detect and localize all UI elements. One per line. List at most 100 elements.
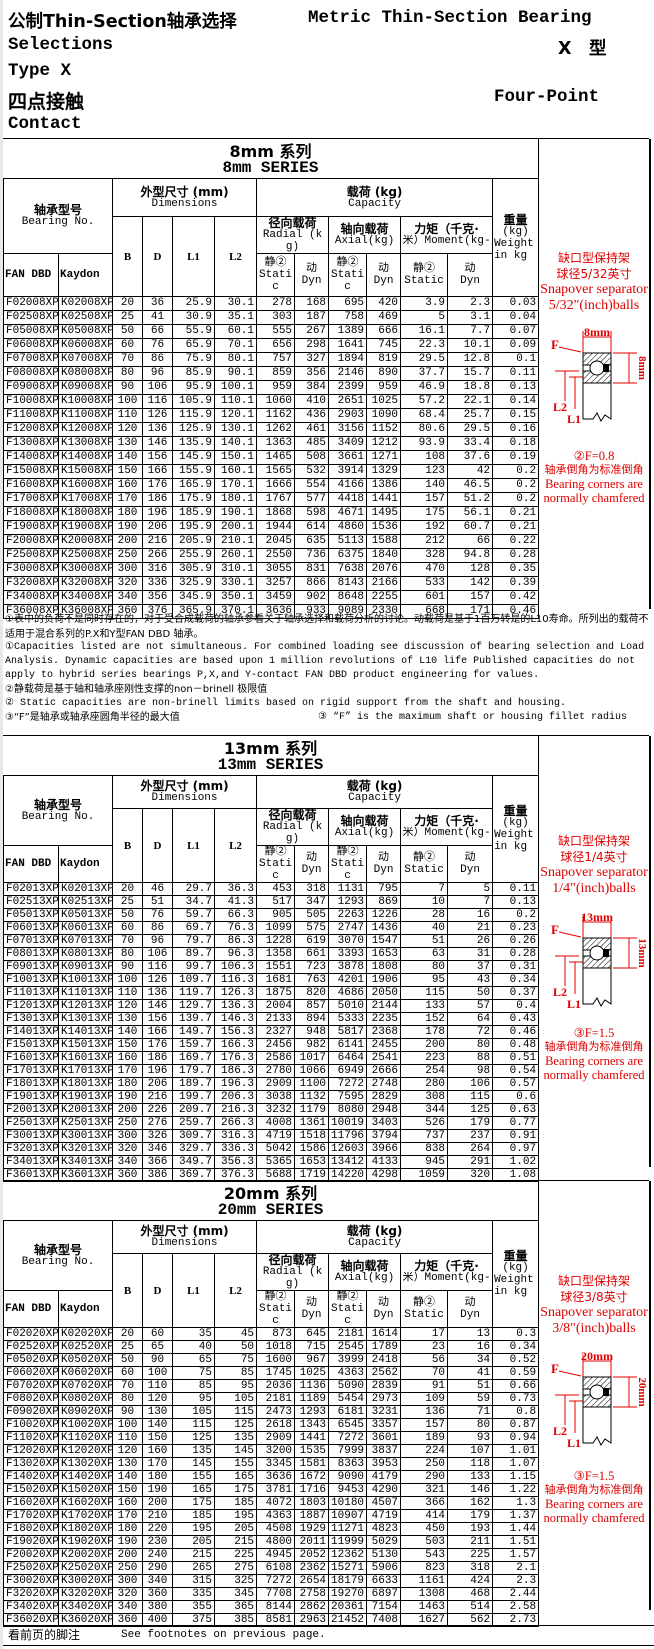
cell-moment-dyn: 12.8 [447,352,494,367]
table-row: F30008XP0K30008XP0300316305.9310.1305583… [3,562,540,577]
cell-axial-dyn: 2829 [366,1090,402,1104]
cell-weight: 0.03 [492,296,540,311]
cell-l1: 145.9 [172,450,215,465]
capacity-en: Capacity [348,792,401,804]
cell-b: 340 [112,590,143,605]
cell-moment-static: 212 [400,534,449,549]
cell-l1: 75.9 [172,352,215,367]
fillet-label: F [551,337,559,352]
cell-moment-dyn: 10.1 [447,338,494,353]
cell-b: 170 [112,1064,143,1078]
cell-axial-static: 2181 [328,1327,368,1341]
cell-kaydon: K34008XP0 [58,590,113,605]
cell-b: 160 [112,1496,143,1510]
cell-b: 150 [112,464,143,479]
series-20mm: 20mm 系列 20mm SERIES 轴承型号 Bearing No. 外型尺寸 … [3,1180,651,1627]
table-row: F07013XP0K07013XP0709679.786.31228619307… [3,934,540,948]
cell-radial-static: 2780 [256,1064,296,1078]
cell-weight: 0.21 [492,520,540,535]
chamfer-cn: 轴承倒角为标准倒角 [544,1040,644,1053]
cell-d: 76 [142,338,173,353]
fan-dbd-header: FAN DBD [3,1290,59,1328]
cell-d: 66 [142,324,173,339]
cell-radial-static: 6108 [256,1561,296,1575]
cell-d: 220 [142,1522,173,1536]
cell-kaydon: K13013XP0 [58,1012,113,1026]
cell-weight: 0.87 [492,1418,540,1432]
cell-axial-dyn: 7408 [366,1613,402,1627]
cell-radial-dyn: 831 [294,562,330,577]
cell-radial-static: 4072 [256,1496,296,1510]
cell-moment-static: 175 [400,506,449,521]
cell-axial-static: 11796 [328,1129,368,1143]
cell-weight: 0.26 [492,934,540,948]
fillet-label: F [551,1361,559,1376]
cell-fan-dbd: F14013XP0 [3,1025,59,1039]
cell-moment-static: 737 [400,1129,449,1143]
cell-radial-static: 859 [256,366,296,381]
col-d: D [142,808,173,883]
cell-axial-dyn: 2255 [366,590,402,605]
cell-moment-dyn: 18.8 [447,380,494,395]
series-13mm: 13mm 系列 13mm SERIES 轴承型号 Bearing No. 外型尺寸 … [3,735,651,1182]
cell-radial-static: 1600 [256,1353,296,1367]
cell-radial-static: 5365 [256,1155,296,1169]
fillet-note: ②F=0.8 [573,449,615,463]
height-dim-label: 13mm [636,938,648,967]
col-l2: L2 [213,808,258,883]
cell-b: 170 [112,492,143,507]
cell-axial-dyn: 3837 [366,1444,402,1458]
cell-fan-dbd: F12020XP0 [3,1444,59,1458]
cell-moment-dyn: 562 [447,1613,494,1627]
cell-moment-dyn: 25.7 [447,408,494,423]
cell-weight: 1.44 [492,1522,540,1536]
cell-moment-static: 10 [400,895,449,909]
cell-d: 100 [142,1366,173,1380]
cell-l2: 70.1 [213,338,258,353]
radial-static-header: 静② Static [256,253,296,297]
cell-moment-static: 1308 [400,1587,449,1601]
cell-d: 60 [142,1327,173,1341]
cell-l1: 55.9 [172,324,215,339]
cell-axial-static: 11271 [328,1522,368,1536]
cell-moment-static: 80.6 [400,422,449,437]
cell-weight: 0.46 [492,604,540,619]
cell-d: 226 [142,1103,173,1117]
cell-axial-dyn: 1386 [366,478,402,493]
cell-kaydon: K12008XP0 [58,422,113,437]
cell-moment-dyn: 514 [447,1600,494,1614]
cell-weight: 1.37 [492,1509,540,1523]
cell-d: 116 [142,394,173,409]
cell-moment-dyn: 50 [447,986,494,1000]
cell-radial-static: 3345 [256,1457,296,1471]
table-row: F05020XP0K05020XP05090657516009673999241… [3,1353,540,1367]
cell-fan-dbd: F07008XP0 [3,352,59,367]
cell-weight: 0.13 [492,895,540,909]
cell-b: 120 [112,1444,143,1458]
cell-moment-dyn: 171 [447,604,494,619]
cell-l1: 29.7 [172,882,215,896]
cell-moment-static: 1161 [400,1574,449,1588]
table-row: F30013XP0K30013XP0300326309.7316.3471915… [3,1129,540,1143]
cell-axial-static: 11999 [328,1535,368,1549]
cell-axial-static: 10907 [328,1509,368,1523]
cell-kaydon: K16008XP0 [58,478,113,493]
cell-l1: 25.9 [172,296,215,311]
table-row: F19013XP0K19013XP0190216199.7206.3303811… [3,1090,540,1104]
cell-kaydon: K13008XP0 [58,436,113,451]
cell-radial-static: 7272 [256,1574,296,1588]
cell-kaydon: K05013XP0 [58,908,113,922]
cell-fan-dbd: F15008XP0 [3,464,59,479]
cell-radial-static: 3038 [256,1090,296,1104]
fan-dbd-label: FAN DBD [5,269,52,281]
cell-axial-static: 4860 [328,520,368,535]
table-row: F08013XP0K08013XP08010689.796.3135866133… [3,947,540,961]
cell-radial-static: 453 [256,882,296,896]
cell-kaydon: K02520XP0 [58,1340,113,1354]
axial-dyn-header: 动 Dyn [366,845,402,883]
table-row: F20013XP0K20013XP0200226209.7216.3323211… [3,1103,540,1117]
cell-radial-static: 1666 [256,478,296,493]
cell-moment-dyn: 43 [447,973,494,987]
cell-weight: 0.31 [492,960,540,974]
cell-b: 70 [112,934,143,948]
